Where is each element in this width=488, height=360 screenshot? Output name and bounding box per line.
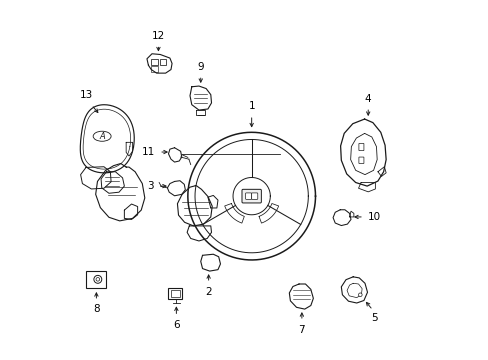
Text: A: A xyxy=(99,132,105,141)
Ellipse shape xyxy=(94,275,102,283)
FancyBboxPatch shape xyxy=(151,59,158,65)
Ellipse shape xyxy=(358,293,362,297)
Text: 5: 5 xyxy=(370,313,377,323)
Text: 8: 8 xyxy=(93,305,100,314)
Text: 6: 6 xyxy=(173,320,179,330)
FancyBboxPatch shape xyxy=(245,193,251,199)
FancyBboxPatch shape xyxy=(242,189,261,203)
Text: 3: 3 xyxy=(146,181,153,191)
Text: 12: 12 xyxy=(151,31,165,41)
FancyBboxPatch shape xyxy=(358,157,363,163)
Text: 4: 4 xyxy=(364,94,371,104)
Text: 9: 9 xyxy=(197,62,203,72)
FancyBboxPatch shape xyxy=(86,271,106,288)
Text: 10: 10 xyxy=(367,212,380,222)
FancyBboxPatch shape xyxy=(251,193,257,199)
Text: 11: 11 xyxy=(142,147,155,157)
FancyBboxPatch shape xyxy=(151,66,158,72)
FancyBboxPatch shape xyxy=(168,288,182,299)
FancyBboxPatch shape xyxy=(160,59,165,64)
Text: 7: 7 xyxy=(298,324,305,334)
FancyBboxPatch shape xyxy=(170,290,180,297)
Ellipse shape xyxy=(93,131,111,141)
Ellipse shape xyxy=(96,278,100,281)
Text: 13: 13 xyxy=(80,90,93,100)
FancyBboxPatch shape xyxy=(358,143,363,150)
Text: 2: 2 xyxy=(205,287,211,297)
Text: 1: 1 xyxy=(248,101,254,111)
